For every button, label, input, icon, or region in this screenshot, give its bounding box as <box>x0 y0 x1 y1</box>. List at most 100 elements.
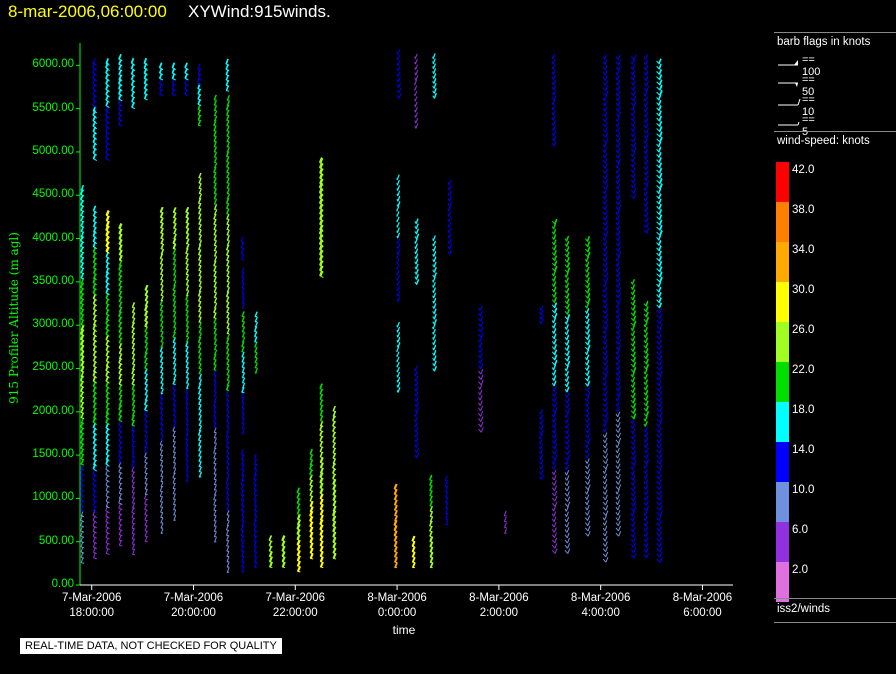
wind-barb <box>254 352 258 359</box>
wind-barb <box>551 343 557 350</box>
wind-barb <box>643 96 648 102</box>
wind-barb <box>602 106 608 112</box>
wind-barb <box>615 194 621 200</box>
wind-barb <box>656 110 662 117</box>
x-tick-marks <box>91 585 703 590</box>
wind-barb <box>643 410 650 417</box>
wind-barb <box>643 170 649 176</box>
wind-barb <box>630 64 636 70</box>
wind-barb <box>198 265 202 272</box>
wind-barb <box>198 394 202 400</box>
wind-barb <box>615 323 621 330</box>
wind-barb <box>213 349 218 356</box>
wind-barb <box>160 388 164 395</box>
wind-barb <box>602 541 608 547</box>
wind-barb <box>630 136 637 143</box>
wind-barb <box>615 54 621 61</box>
wind-barb <box>656 260 663 267</box>
x-tick-label: 7-Mar-2006 20:00:00 <box>163 592 224 619</box>
wind-barb <box>319 383 324 391</box>
wind-barb <box>160 465 164 472</box>
wind-barb <box>396 326 400 333</box>
wind-barb <box>118 441 123 449</box>
wind-barb <box>131 353 136 360</box>
wind-barb <box>643 316 650 323</box>
wind-barb <box>213 188 217 195</box>
wind-barb <box>198 260 202 267</box>
wind-barb <box>656 463 663 470</box>
wind-barb <box>602 536 608 542</box>
wind-barb <box>444 486 449 493</box>
wind-barb <box>198 415 202 421</box>
wind-barb <box>319 514 324 522</box>
wind-barb <box>241 303 245 309</box>
wind-barb <box>226 147 230 153</box>
wind-barb <box>432 251 437 257</box>
wind-barb <box>643 227 650 234</box>
wind-barb <box>185 414 189 420</box>
wind-barb <box>444 475 449 482</box>
wind-barb <box>615 271 621 278</box>
wind-barb <box>615 302 620 309</box>
colorbar-label: 14.0 <box>792 444 815 456</box>
wind-barb <box>213 105 218 112</box>
wind-barb <box>551 53 556 60</box>
wind-barb <box>615 344 622 351</box>
wind-barb <box>656 58 662 65</box>
wind-barb <box>159 258 164 265</box>
wind-barb <box>144 473 148 480</box>
wind-barb <box>630 392 636 399</box>
wind-barb <box>478 363 484 370</box>
wind-barb <box>131 430 136 437</box>
wind-barb <box>564 417 569 424</box>
wind-barb <box>630 366 637 373</box>
wind-barb <box>131 302 136 309</box>
wind-barb <box>198 399 202 406</box>
wind-barb <box>118 301 123 309</box>
wind-barb <box>226 131 230 137</box>
wind-barb <box>144 379 148 386</box>
wind-barb <box>213 406 217 413</box>
wind-barb <box>319 551 324 558</box>
wind-barb <box>396 216 400 223</box>
wind-barb <box>396 221 400 228</box>
wind-barb <box>615 246 621 252</box>
wind-barb <box>226 488 230 495</box>
wind-barb <box>564 287 570 294</box>
wind-barb <box>185 367 189 374</box>
wind-barb <box>185 424 189 431</box>
wind-barb <box>118 353 123 360</box>
wind-barb <box>564 537 570 544</box>
wind-barb <box>241 500 245 507</box>
wind-barb <box>198 275 202 282</box>
wind-barb <box>226 328 230 335</box>
wind-barb <box>393 494 398 501</box>
wind-barb <box>602 339 608 345</box>
wind-barb <box>226 510 230 516</box>
wind-barb <box>615 261 620 267</box>
wind-barb <box>584 328 591 335</box>
wind-barb <box>564 350 570 357</box>
wind-barb <box>131 497 136 504</box>
wind-barb <box>144 342 149 349</box>
wind-barb <box>551 411 557 418</box>
flag-10-label: == 10 <box>802 94 815 118</box>
wind-barb <box>615 219 621 226</box>
wind-barb <box>198 311 202 318</box>
wind-barb <box>643 520 649 527</box>
wind-barb <box>630 381 636 388</box>
wind-barb <box>539 464 544 470</box>
wind-barb <box>564 433 570 440</box>
wind-barb <box>584 494 590 500</box>
wind-barb <box>143 57 148 66</box>
wind-barb <box>396 376 401 383</box>
wind-barb <box>213 177 217 184</box>
wind-barb <box>564 386 570 393</box>
wind-barb <box>615 214 620 221</box>
wind-barb <box>160 228 164 234</box>
wind-barb <box>551 349 558 356</box>
wind-barb <box>396 185 400 191</box>
wind-barb <box>198 172 202 179</box>
wind-barb <box>630 376 636 383</box>
wind-barb <box>602 132 609 138</box>
